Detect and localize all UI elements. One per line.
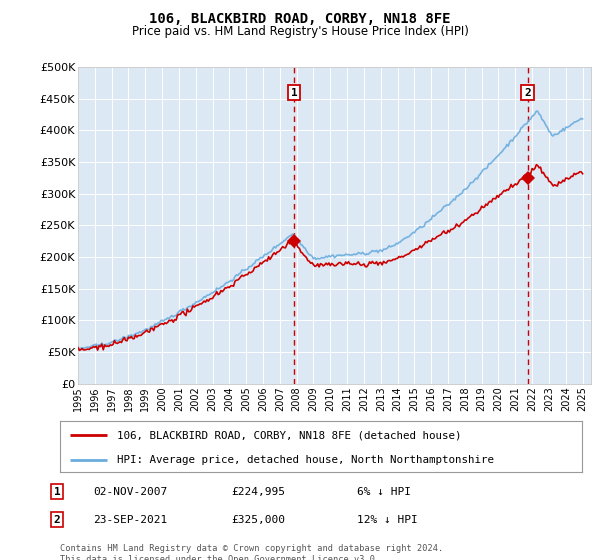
Text: 1: 1 [290, 87, 298, 97]
Text: £325,000: £325,000 [231, 515, 285, 525]
Text: 2: 2 [524, 87, 531, 97]
Text: Contains HM Land Registry data © Crown copyright and database right 2024.
This d: Contains HM Land Registry data © Crown c… [60, 544, 443, 560]
Text: £224,995: £224,995 [231, 487, 285, 497]
Text: 106, BLACKBIRD ROAD, CORBY, NN18 8FE (detached house): 106, BLACKBIRD ROAD, CORBY, NN18 8FE (de… [118, 430, 462, 440]
Text: 1: 1 [53, 487, 61, 497]
Text: Price paid vs. HM Land Registry's House Price Index (HPI): Price paid vs. HM Land Registry's House … [131, 25, 469, 38]
Text: 23-SEP-2021: 23-SEP-2021 [93, 515, 167, 525]
Text: 106, BLACKBIRD ROAD, CORBY, NN18 8FE: 106, BLACKBIRD ROAD, CORBY, NN18 8FE [149, 12, 451, 26]
Text: 02-NOV-2007: 02-NOV-2007 [93, 487, 167, 497]
Text: HPI: Average price, detached house, North Northamptonshire: HPI: Average price, detached house, Nort… [118, 455, 494, 465]
Text: 2: 2 [53, 515, 61, 525]
Text: 12% ↓ HPI: 12% ↓ HPI [357, 515, 418, 525]
Text: 6% ↓ HPI: 6% ↓ HPI [357, 487, 411, 497]
